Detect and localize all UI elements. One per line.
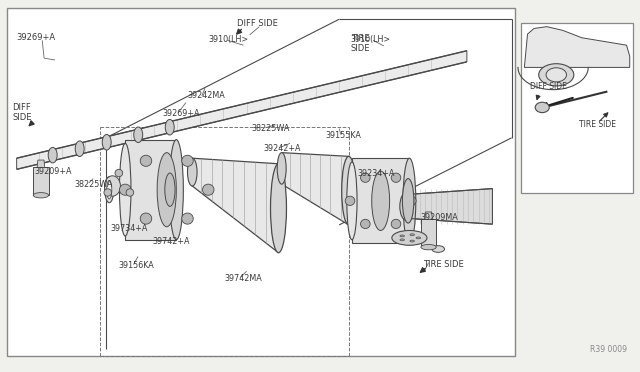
Ellipse shape [157,153,176,227]
Ellipse shape [165,173,175,206]
Ellipse shape [347,162,357,240]
Ellipse shape [140,213,152,224]
Ellipse shape [406,196,416,205]
Ellipse shape [277,153,286,184]
Ellipse shape [105,177,114,203]
Ellipse shape [360,219,370,228]
Ellipse shape [535,102,549,113]
Ellipse shape [115,169,123,177]
Ellipse shape [104,176,120,196]
Ellipse shape [170,140,183,240]
Ellipse shape [391,219,401,228]
Text: DIFF SIDE: DIFF SIDE [237,19,278,28]
Ellipse shape [391,173,401,182]
Ellipse shape [33,193,49,198]
Text: 39734+A: 39734+A [111,224,148,233]
Text: TIRE SIDE: TIRE SIDE [579,120,616,129]
Text: 39234+A: 39234+A [357,169,394,177]
Ellipse shape [126,189,134,196]
Text: TIRE
SIDE: TIRE SIDE [351,34,370,53]
Text: 38225WA: 38225WA [74,180,113,189]
Polygon shape [125,140,176,240]
Ellipse shape [345,196,355,205]
Ellipse shape [546,68,566,82]
Ellipse shape [102,135,111,150]
Ellipse shape [104,189,111,196]
Text: 39742MA: 39742MA [224,274,262,283]
Text: 39269+A: 39269+A [17,33,56,42]
Polygon shape [17,51,467,169]
Text: 39242+A: 39242+A [264,144,301,153]
Ellipse shape [140,155,152,166]
Ellipse shape [400,239,404,241]
Polygon shape [33,167,49,195]
Text: 3910(LH>: 3910(LH> [351,35,391,44]
Polygon shape [192,158,278,253]
Polygon shape [421,219,436,247]
Polygon shape [425,212,433,219]
Text: TIRE SIDE: TIRE SIDE [424,260,464,269]
Text: 3910(LH>: 3910(LH> [208,35,248,44]
Polygon shape [524,27,630,67]
Ellipse shape [410,240,415,242]
Ellipse shape [392,231,427,245]
FancyBboxPatch shape [7,8,515,356]
Polygon shape [352,158,410,243]
Ellipse shape [48,147,57,163]
Polygon shape [282,153,349,225]
Text: 39742+A: 39742+A [153,237,190,246]
Ellipse shape [539,64,574,86]
Text: 39155KA: 39155KA [325,131,361,141]
Text: 39269+A: 39269+A [163,109,200,118]
Text: 38225WA: 38225WA [252,124,290,133]
Ellipse shape [400,192,413,220]
Ellipse shape [134,127,143,142]
Ellipse shape [400,235,404,237]
Ellipse shape [120,184,131,195]
Text: 39209+A: 39209+A [35,167,72,176]
Ellipse shape [76,141,84,157]
Ellipse shape [432,246,445,252]
Ellipse shape [342,156,356,225]
Ellipse shape [202,184,214,195]
Text: 39209MA: 39209MA [421,213,459,222]
Ellipse shape [120,143,131,236]
Text: 39156KA: 39156KA [119,261,155,270]
Ellipse shape [271,164,287,253]
Text: 39242MA: 39242MA [187,91,225,100]
Text: DIFF
SIDE: DIFF SIDE [12,103,32,122]
Ellipse shape [403,179,414,223]
Polygon shape [406,189,492,224]
Ellipse shape [182,155,193,166]
Ellipse shape [165,119,174,135]
Ellipse shape [403,158,416,243]
Ellipse shape [416,237,420,239]
Ellipse shape [107,180,112,199]
Ellipse shape [188,158,197,186]
Ellipse shape [372,171,390,231]
Ellipse shape [421,244,436,250]
Ellipse shape [360,173,370,182]
Text: R39 0009: R39 0009 [589,345,627,354]
Ellipse shape [410,234,415,235]
FancyBboxPatch shape [521,23,633,193]
Ellipse shape [182,213,193,224]
Polygon shape [37,160,45,167]
Text: DIFF SIDE: DIFF SIDE [530,82,567,91]
